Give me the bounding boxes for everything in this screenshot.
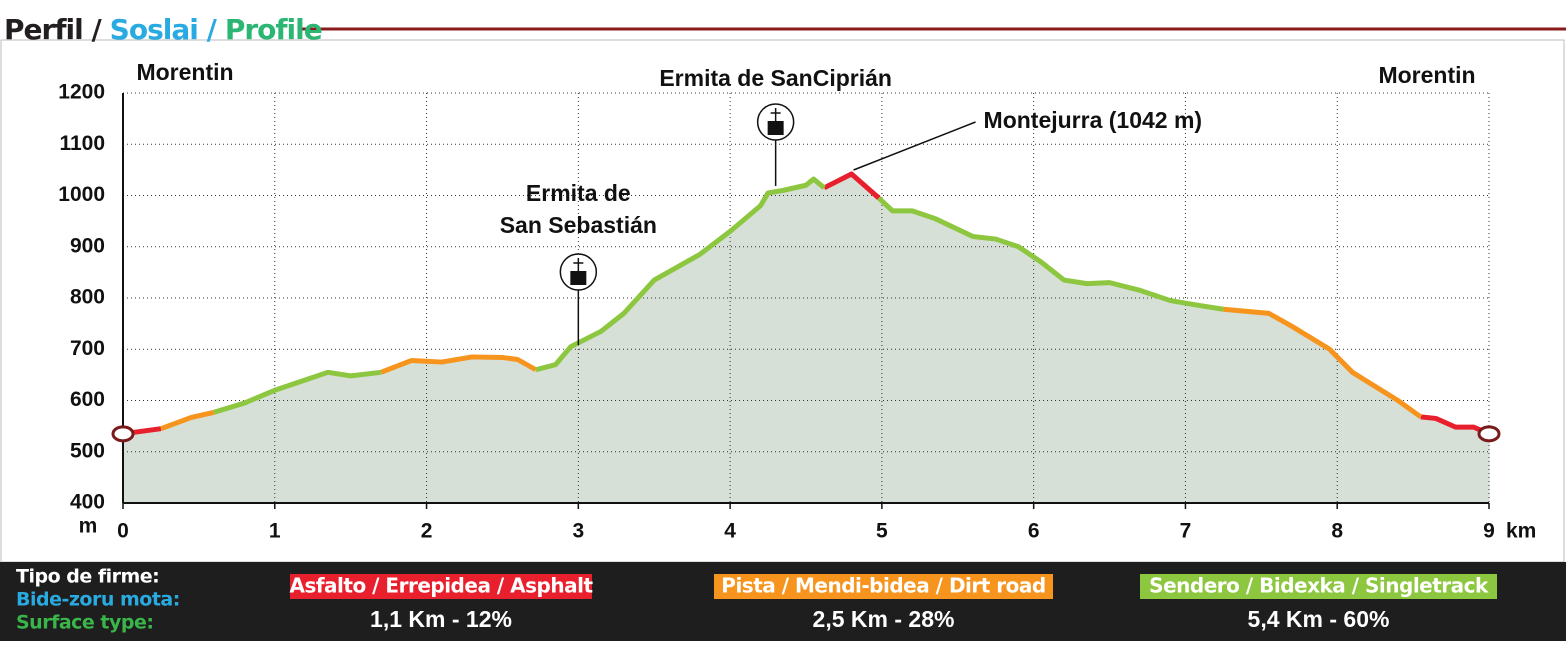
title-part: Soslai / bbox=[110, 13, 218, 46]
x-tick-label: 2 bbox=[421, 520, 433, 543]
legend-label: Asfalto / Errepidea / Asphalt bbox=[289, 574, 593, 598]
footer-label: Bide-zoru mota: bbox=[16, 589, 180, 611]
y-tick-label: 600 bbox=[70, 388, 105, 411]
legend-swatch bbox=[290, 574, 592, 599]
y-tick-label: 1200 bbox=[58, 81, 105, 104]
leader-line bbox=[853, 121, 976, 171]
annotation: Ermita de bbox=[526, 180, 631, 206]
y-tick-label: 700 bbox=[70, 337, 105, 360]
y-tick-label: 1000 bbox=[58, 183, 105, 206]
endpoint-marker bbox=[111, 425, 135, 443]
hermitage-icon-body bbox=[570, 271, 587, 285]
title-part: Perfil / bbox=[4, 13, 102, 46]
y-unit: m bbox=[79, 515, 98, 538]
y-tick-label: 500 bbox=[70, 439, 105, 462]
x-tick-label: 6 bbox=[1028, 520, 1040, 543]
x-tick-label: 9 bbox=[1483, 520, 1495, 543]
legend-swatch bbox=[714, 574, 1053, 599]
profile-line bbox=[213, 176, 1224, 415]
y-tick-label: 800 bbox=[70, 286, 105, 309]
x-unit: km bbox=[1506, 520, 1536, 543]
footer-label: Surface type: bbox=[16, 612, 153, 634]
x-tick-label: 4 bbox=[724, 520, 736, 543]
endpoint-marker bbox=[1477, 425, 1501, 443]
x-tick-label: 8 bbox=[1331, 520, 1343, 543]
footer-label: Tipo de firme: bbox=[16, 566, 159, 588]
legend-summary: 1,1 Km - 12% bbox=[370, 606, 512, 632]
area bbox=[213, 178, 1224, 504]
annotation: Ermita de SanCiprián bbox=[659, 65, 892, 91]
hermitage-icon-body bbox=[767, 121, 784, 135]
y-tick-label: 400 bbox=[70, 491, 105, 514]
x-tick-label: 3 bbox=[572, 520, 584, 543]
y-tick-label: 1100 bbox=[59, 132, 105, 155]
legend-label: Pista / Mendi-bidea / Dirt road bbox=[721, 574, 1045, 598]
x-tick-label: 1 bbox=[269, 520, 281, 543]
profile-line bbox=[160, 306, 1423, 432]
y-tick-label: 900 bbox=[70, 234, 105, 257]
legend-summary: 5,4 Km - 60% bbox=[1248, 606, 1390, 632]
legend-summary: 2,5 Km - 28% bbox=[813, 606, 955, 632]
annotation: Montejurra (1042 m) bbox=[984, 107, 1203, 133]
x-tick-label: 0 bbox=[117, 520, 129, 543]
x-tick-label: 5 bbox=[876, 520, 888, 543]
title-part: Profile bbox=[225, 13, 322, 46]
annotation: San Sebastián bbox=[500, 212, 657, 238]
annotation: Morentin bbox=[1378, 62, 1475, 88]
legend-swatch bbox=[1140, 574, 1497, 599]
annotation: Morentin bbox=[136, 59, 233, 85]
legend-label: Sendero / Bidexka / Singletrack bbox=[1149, 574, 1489, 598]
x-tick-label: 7 bbox=[1180, 520, 1192, 543]
